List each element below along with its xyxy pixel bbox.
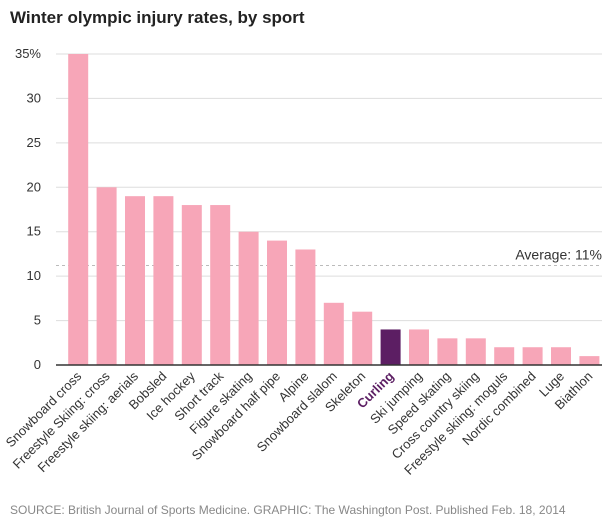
bar-freestyle-skiing-moguls bbox=[494, 347, 515, 365]
bar-snowboard-cross bbox=[68, 54, 89, 365]
source-note: SOURCE: British Journal of Sports Medici… bbox=[10, 503, 566, 517]
bar-ice-hockey bbox=[181, 205, 202, 365]
bar-biathlon bbox=[579, 356, 600, 365]
bar-nordic-combined bbox=[522, 347, 543, 365]
bar-luge bbox=[551, 347, 571, 365]
chart-title: Winter olympic injury rates, by sport bbox=[10, 8, 305, 27]
bar-cross-country-skiing bbox=[465, 338, 486, 365]
bar-short-track bbox=[210, 205, 231, 365]
bar-speed-skating bbox=[437, 338, 458, 365]
bar-alpine bbox=[295, 249, 316, 365]
y-tick-label: 5 bbox=[34, 313, 41, 328]
bar-snowboard-half-pipe bbox=[267, 240, 287, 365]
y-tick-label: 25 bbox=[27, 135, 41, 150]
y-tick-label: 0 bbox=[34, 357, 41, 372]
y-tick-label: 30 bbox=[27, 90, 41, 105]
average-label: Average: 11% bbox=[515, 246, 602, 262]
bar-freestyle-skiing-aerials bbox=[125, 196, 145, 365]
bar-snowboard-slalom bbox=[323, 302, 344, 365]
y-tick-label: 20 bbox=[27, 179, 41, 194]
y-tick-label: 10 bbox=[27, 268, 41, 283]
bar-curling bbox=[380, 329, 401, 365]
y-tick-label: 15 bbox=[27, 224, 41, 239]
bar-bobsled bbox=[153, 196, 174, 365]
bar-skeleton bbox=[352, 311, 373, 365]
bar-ski-jumping bbox=[409, 329, 429, 365]
bar-freestyle-skiing-cross bbox=[96, 187, 117, 365]
y-tick-label: 35% bbox=[15, 46, 41, 61]
bar-figure-skating bbox=[238, 231, 259, 365]
